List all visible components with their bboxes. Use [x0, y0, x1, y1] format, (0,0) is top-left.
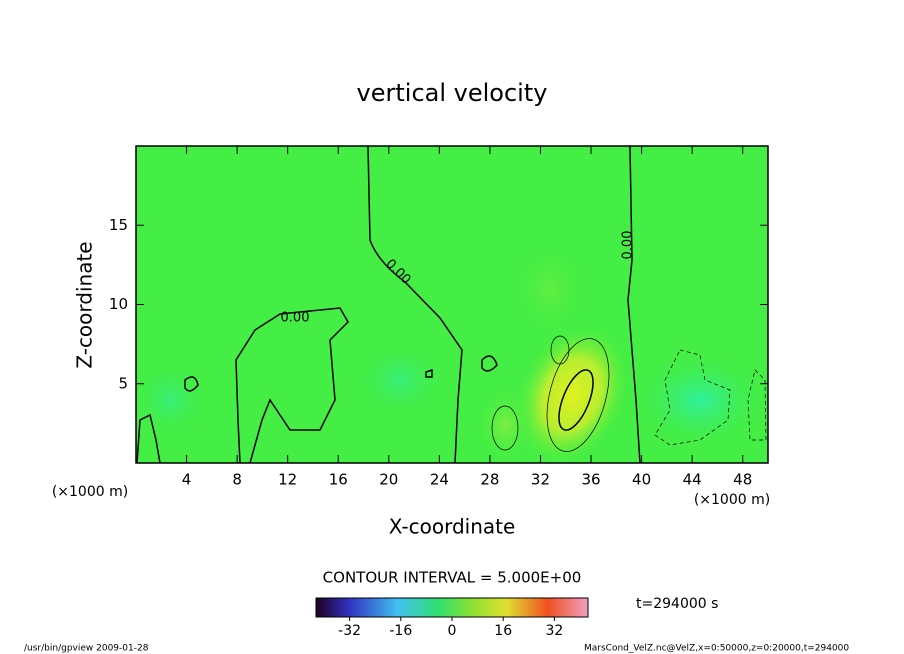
y-tick-label: 5 [118, 374, 128, 392]
x-tick-label: 16 [329, 471, 348, 489]
chart-title: vertical velocity [357, 79, 548, 107]
x-tick-label: 44 [683, 471, 702, 489]
contour-label: 0.00 [281, 311, 310, 326]
footer-right: MarsCond_VelZ.nc@VelZ,x=0:50000,z=0:2000… [584, 644, 849, 654]
colorbar-tick-label: 16 [494, 623, 512, 639]
x-tick-label: 32 [531, 471, 550, 489]
time-label: t=294000 s [636, 596, 718, 612]
x-tick-label: 24 [430, 471, 449, 489]
x-tick-label: 36 [581, 471, 600, 489]
x-tick-label: 4 [182, 471, 192, 489]
contour-label: 0.00 [621, 231, 636, 260]
y-tick-label: 15 [109, 216, 128, 234]
colorbar [315, 597, 589, 618]
x-unit: (×1000 m) [694, 492, 770, 508]
contour-interval: CONTOUR INTERVAL = 5.000E+00 [323, 569, 582, 587]
x-tick-label: 40 [632, 471, 651, 489]
field [136, 146, 768, 463]
x-tick-label: 28 [480, 471, 499, 489]
y-unit: (×1000 m) [52, 484, 128, 500]
colorbar-tick-label: 32 [545, 623, 563, 639]
colorbar-tick-label: -16 [389, 623, 412, 639]
x-tick-label: 20 [379, 471, 398, 489]
x-tick-label: 8 [232, 471, 242, 489]
colorbar-tick-label: -32 [338, 623, 361, 639]
x-axis-label: X-coordinate [389, 515, 516, 539]
footer-left: /usr/bin/gpview 2009-01-28 [24, 644, 149, 654]
colorbar-tick-label: 0 [448, 623, 457, 639]
y-axis-label: Z-coordinate [73, 241, 97, 368]
x-tick-label: 12 [278, 471, 297, 489]
x-tick-label: 48 [733, 471, 752, 489]
y-tick-label: 10 [109, 295, 128, 313]
